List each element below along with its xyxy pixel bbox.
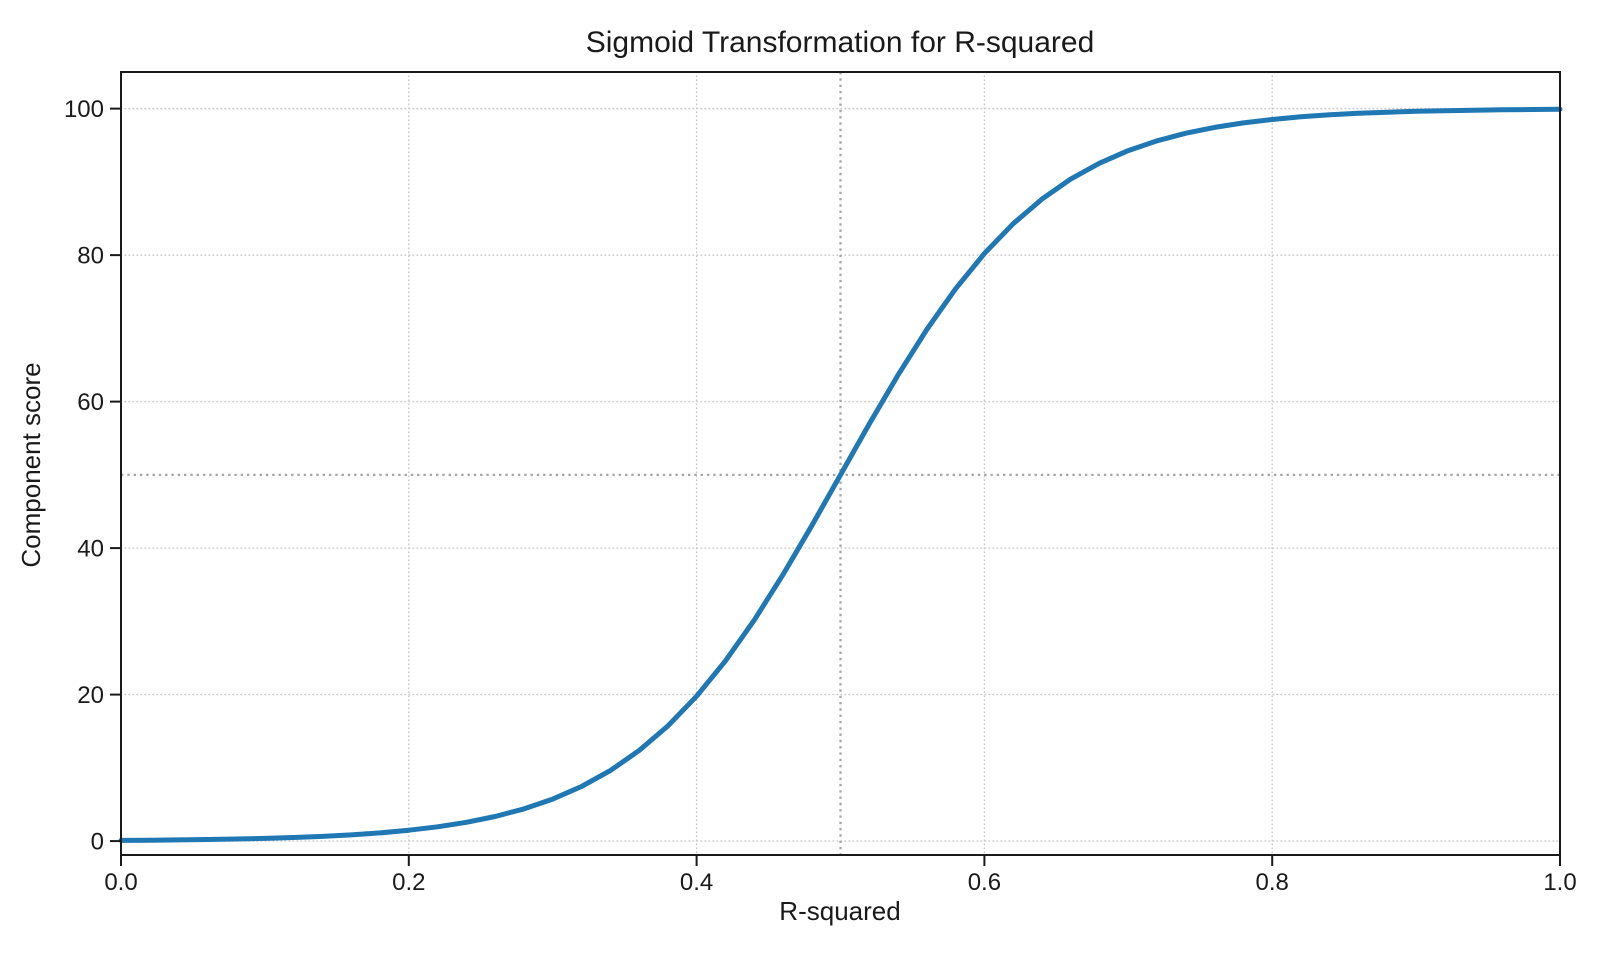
y-axis-label: Component score: [16, 362, 46, 567]
x-tick-label-1.0: 1.0: [1543, 869, 1576, 896]
y-tick-label-20: 20: [77, 682, 104, 709]
plot-frame: [120, 71, 1561, 856]
chart-title: Sigmoid Transformation for R-squared: [586, 26, 1095, 59]
sigmoid-curve: [118, 106, 1563, 843]
y-tick-label-100: 100: [64, 96, 104, 123]
x-tick-label-0.0: 0.0: [104, 869, 137, 896]
x-tick-label-0.6: 0.6: [968, 869, 1001, 896]
y-tick-label-40: 40: [77, 536, 104, 563]
y-tick-label-60: 60: [77, 389, 104, 416]
x-tick-label-0.4: 0.4: [680, 869, 713, 896]
y-tick-label-80: 80: [77, 243, 104, 270]
x-tick-label-0.2: 0.2: [392, 869, 425, 896]
x-tick-label-0.8: 0.8: [1256, 869, 1289, 896]
chart-layers: 0.0 0.2 0.4 0.6 0.8 1.0 0 20 40 60 80 100: [64, 71, 1577, 896]
y-tick-label-0: 0: [91, 829, 104, 856]
x-axis-label: R-squared: [779, 896, 900, 926]
